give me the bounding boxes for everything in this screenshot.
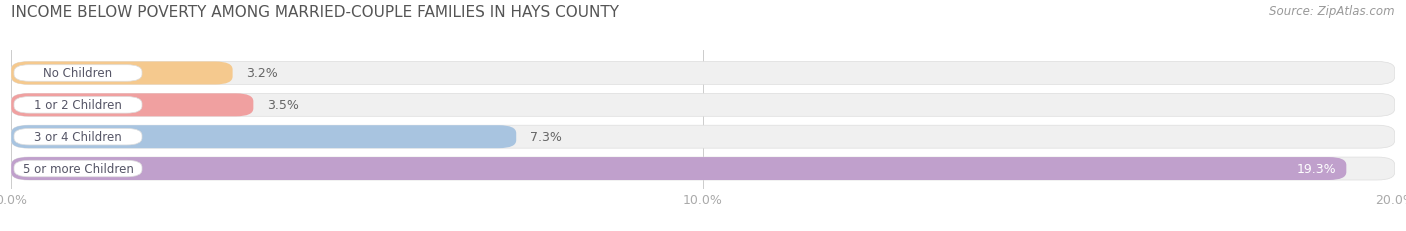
FancyBboxPatch shape: [14, 129, 142, 145]
Text: 5 or more Children: 5 or more Children: [22, 162, 134, 175]
Text: 3.2%: 3.2%: [246, 67, 278, 80]
FancyBboxPatch shape: [11, 94, 253, 117]
Text: INCOME BELOW POVERTY AMONG MARRIED-COUPLE FAMILIES IN HAYS COUNTY: INCOME BELOW POVERTY AMONG MARRIED-COUPL…: [11, 5, 619, 20]
FancyBboxPatch shape: [11, 157, 1395, 180]
FancyBboxPatch shape: [14, 97, 142, 114]
Text: 19.3%: 19.3%: [1296, 162, 1336, 175]
FancyBboxPatch shape: [11, 94, 1395, 117]
Text: 3.5%: 3.5%: [267, 99, 299, 112]
FancyBboxPatch shape: [11, 62, 1395, 85]
Text: Source: ZipAtlas.com: Source: ZipAtlas.com: [1270, 5, 1395, 18]
Text: 3 or 4 Children: 3 or 4 Children: [34, 131, 122, 143]
Text: No Children: No Children: [44, 67, 112, 80]
FancyBboxPatch shape: [11, 62, 232, 85]
FancyBboxPatch shape: [11, 157, 1347, 180]
FancyBboxPatch shape: [14, 161, 142, 177]
Text: 1 or 2 Children: 1 or 2 Children: [34, 99, 122, 112]
Text: 7.3%: 7.3%: [530, 131, 562, 143]
FancyBboxPatch shape: [11, 126, 1395, 149]
FancyBboxPatch shape: [11, 126, 516, 149]
FancyBboxPatch shape: [14, 65, 142, 82]
